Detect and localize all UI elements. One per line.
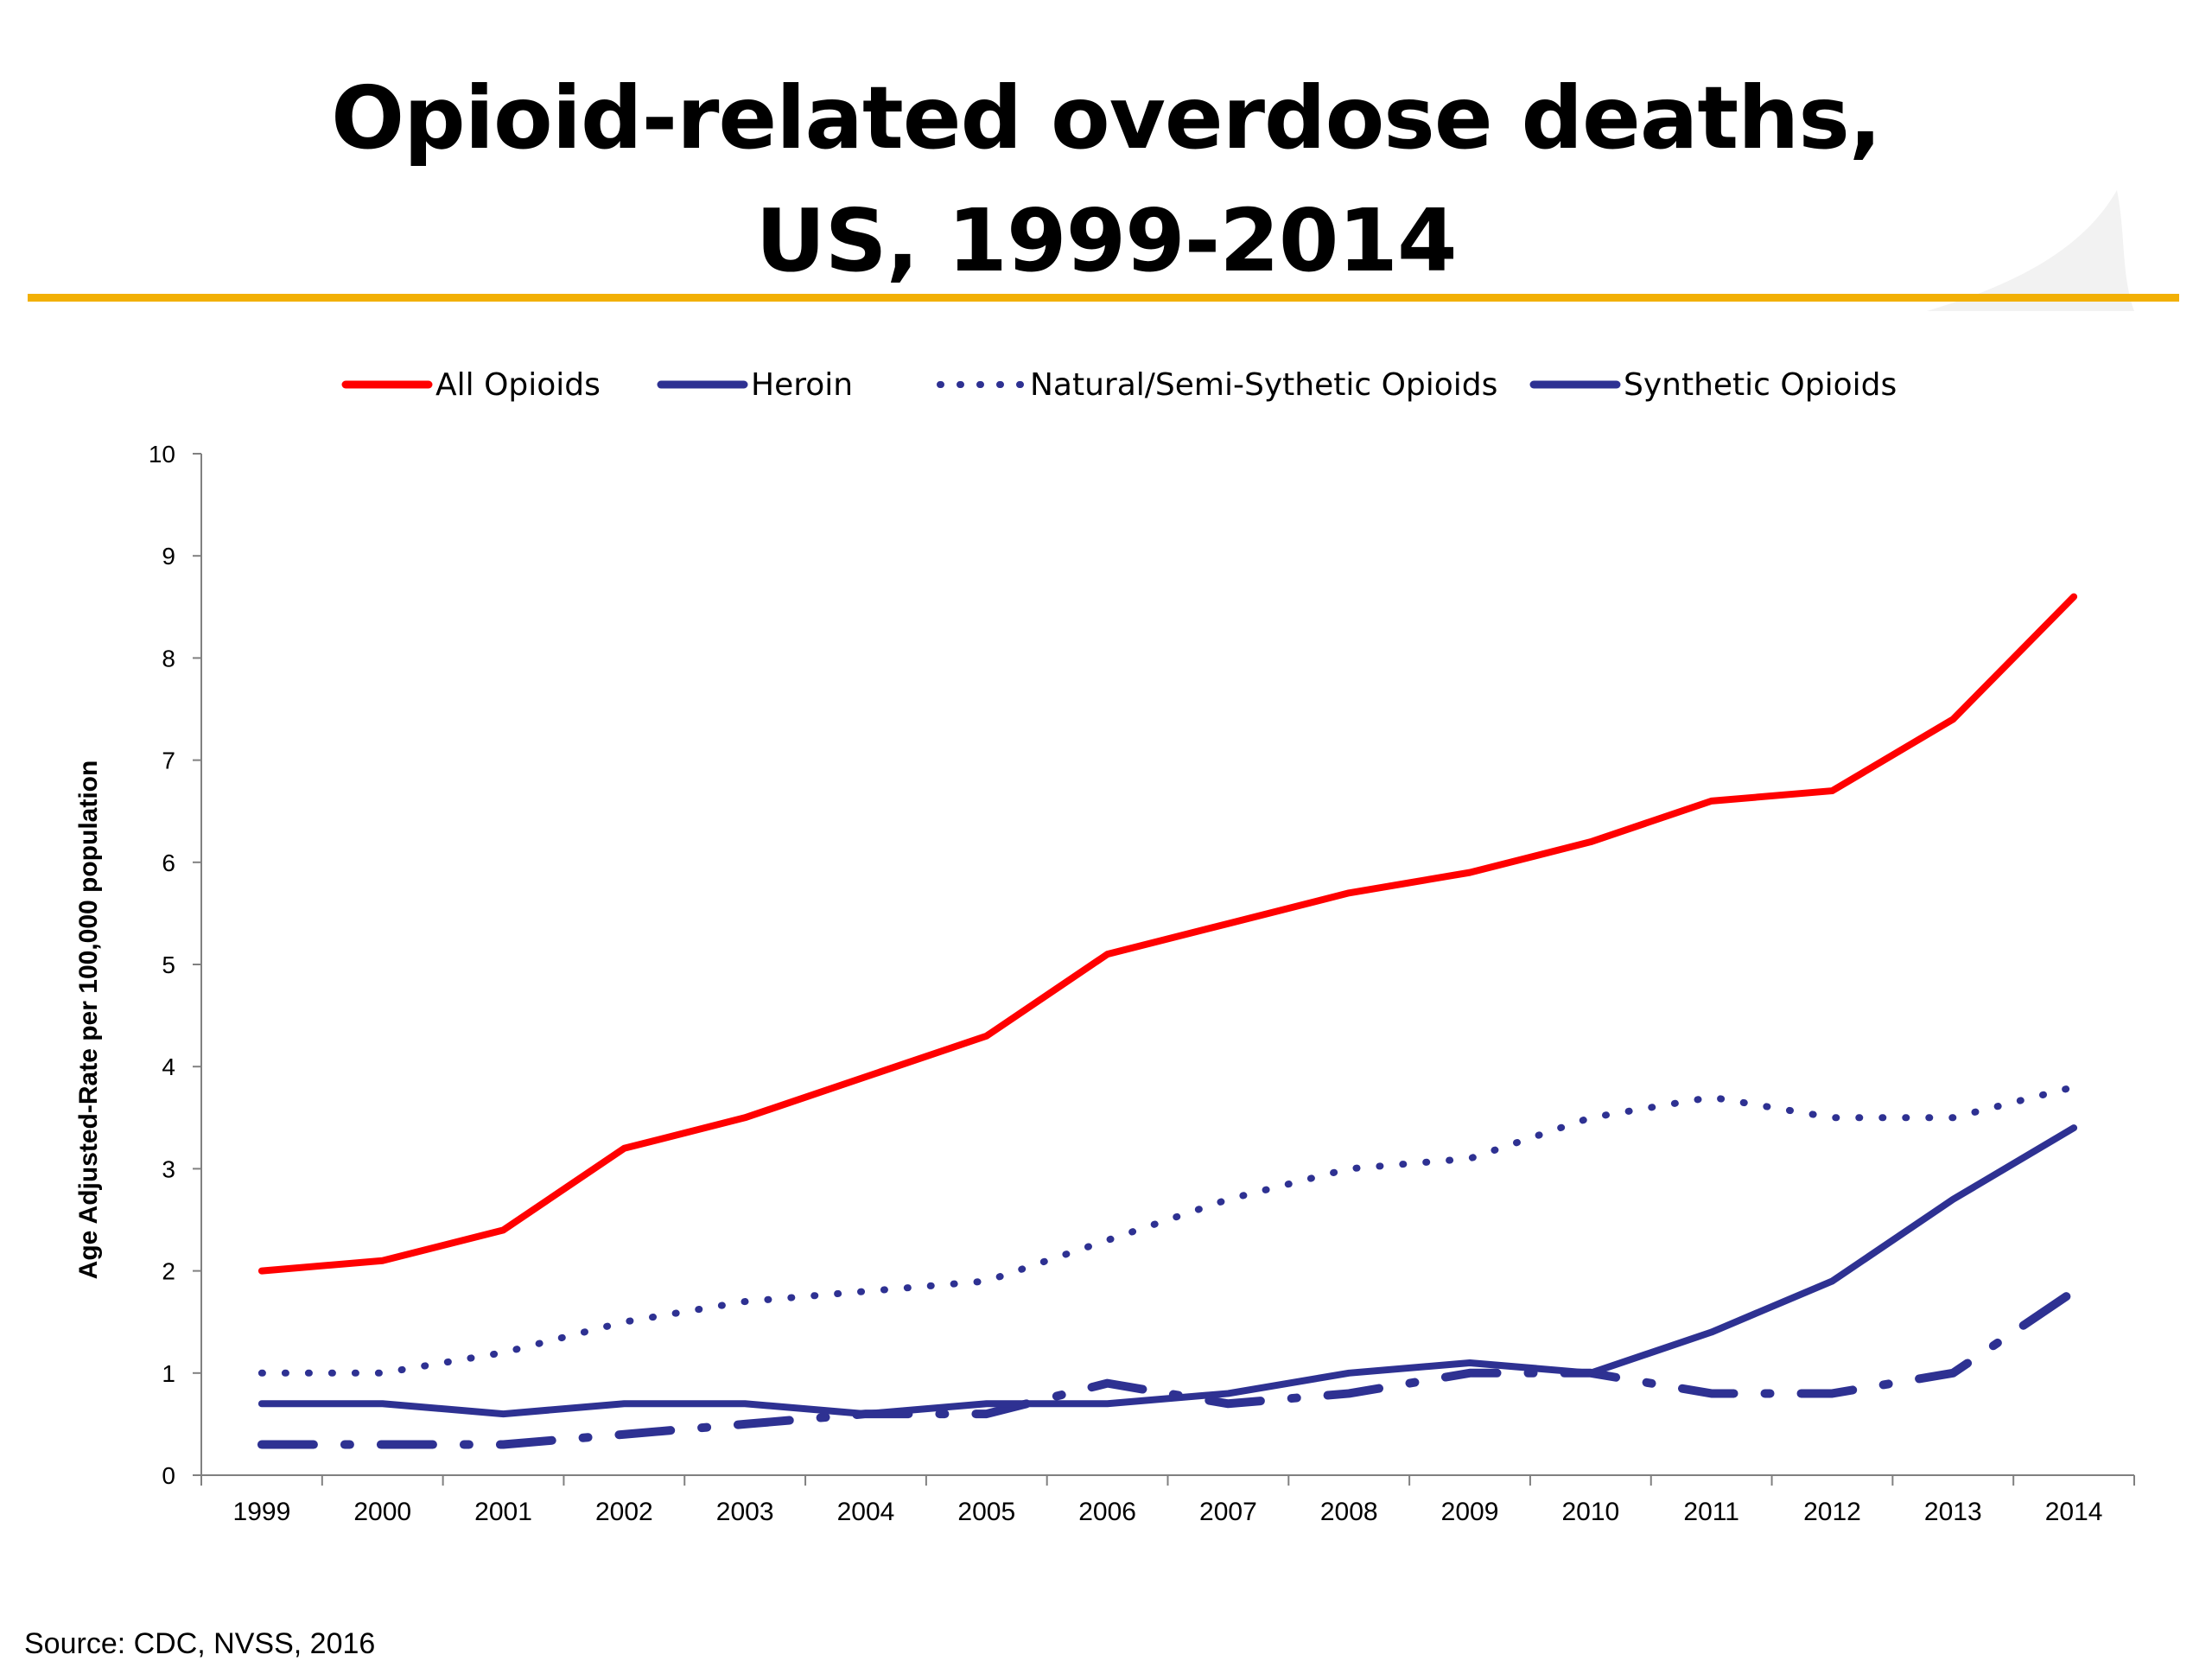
series-line-all-opioids	[257, 593, 2078, 1275]
x-tick-label: 2006	[1078, 1498, 1136, 1526]
x-tick-label: 2004	[837, 1498, 895, 1526]
slide-title-line-1: Opioid-related overdose deaths,	[331, 67, 1882, 169]
y-tick-label: 1	[162, 1360, 175, 1387]
x-tick-label: 2012	[1803, 1498, 1861, 1526]
series-line-synthetic-opioids	[257, 1287, 2079, 1449]
chart-axes: 0 1 2 3 4 5 6 7 8 9 10 1999 2000 2001 2002 2003 2004 2005…	[149, 441, 2135, 1526]
x-tick-label: 2008	[1320, 1498, 1378, 1526]
series-line-natural-semi-sythetic-opioids	[257, 1083, 2078, 1377]
y-tick-label: 9	[162, 543, 175, 570]
slide-title-line-2: US, 1999-2014	[755, 190, 1457, 291]
decorative-swoosh	[1927, 190, 2134, 311]
y-tick-label: 7	[162, 748, 175, 774]
series-line-heroin	[257, 1124, 2078, 1418]
y-tick-label: 8	[162, 645, 175, 671]
x-tick-label: 2011	[1683, 1498, 1739, 1526]
y-axis-label: Age Adjusted-Rate per 100,000 population	[74, 760, 103, 1280]
legend-label-natural-semi-sythetic-opioids: Natural/Semi-Sythetic Opioids	[1030, 367, 1497, 403]
x-tick-label: 2001	[474, 1498, 532, 1526]
title-divider	[28, 294, 2179, 302]
x-tick-label: 2002	[595, 1498, 653, 1526]
x-tick-label: 2010	[1561, 1498, 1619, 1526]
x-tick-label: 2009	[1441, 1498, 1499, 1526]
legend-label-all-opioids: All Opioids	[435, 367, 601, 403]
chart-series	[257, 593, 2079, 1449]
legend-label-heroin: Heroin	[751, 367, 853, 403]
y-tick-label: 4	[162, 1053, 175, 1080]
x-tick-label: 2003	[716, 1498, 774, 1526]
y-tick-label: 5	[162, 951, 175, 978]
y-tick-label: 6	[162, 850, 175, 876]
line-chart: All Opioids Heroin Natural/Semi-Sythetic O…	[74, 367, 2135, 1526]
y-tick-label: 10	[149, 441, 175, 468]
x-tick-label: 2000	[353, 1498, 411, 1526]
x-tick-label: 2007	[1199, 1498, 1257, 1526]
x-tick-label: 2013	[1924, 1498, 1982, 1526]
y-tick-label: 3	[162, 1155, 175, 1182]
source-note: Source: CDC, NVSS, 2016	[24, 1627, 376, 1660]
chart-legend: All Opioids Heroin Natural/Semi-Sythetic O…	[341, 367, 1897, 403]
y-tick-label: 0	[162, 1462, 175, 1489]
legend-label-synthetic-opioids: Synthetic Opioids	[1624, 367, 1897, 403]
x-tick-label: 2014	[2045, 1498, 2103, 1526]
x-tick-label: 2005	[957, 1498, 1015, 1526]
y-tick-label: 2	[162, 1258, 175, 1285]
x-tick-label: 1999	[233, 1498, 291, 1526]
